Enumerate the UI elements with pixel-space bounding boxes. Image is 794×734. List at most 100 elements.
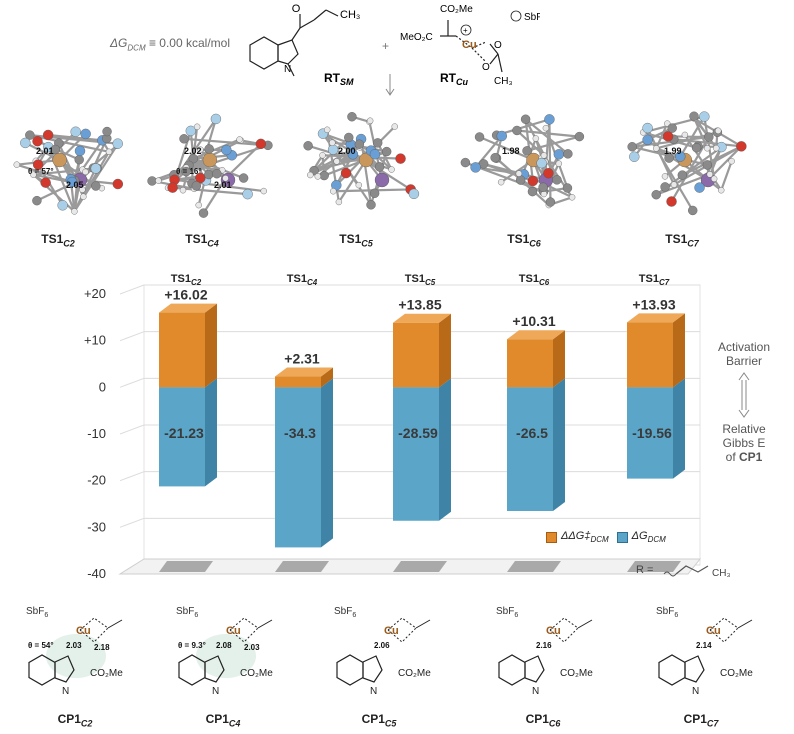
atom <box>195 201 202 209</box>
atom <box>474 132 485 142</box>
atom <box>681 131 689 139</box>
ts-model-3: 1.98 <box>460 114 585 209</box>
atom <box>42 129 54 141</box>
atom <box>527 186 538 197</box>
atom <box>112 178 124 190</box>
atom <box>354 139 365 149</box>
atom <box>260 187 267 195</box>
bar-dg-0-front <box>159 387 205 487</box>
atom <box>91 181 101 191</box>
delta-g-value: ≡ 0.00 kcal/mol <box>148 36 230 50</box>
atom <box>666 196 677 207</box>
atom <box>661 173 669 180</box>
atom <box>627 142 637 152</box>
ts-caption-c2: TS1C2 <box>41 232 75 249</box>
bar-ddg-2-top <box>393 313 451 323</box>
atom <box>327 144 339 155</box>
atom <box>553 149 565 160</box>
double-arrow-icon <box>738 372 750 418</box>
sbf6-label: SbF6 <box>334 606 356 619</box>
bar-ddg-4-side <box>673 313 685 388</box>
bar-ddg-4 <box>627 313 685 388</box>
bar-ddg-0-top <box>159 303 217 313</box>
bar-ddg-4-top <box>627 313 685 323</box>
atom <box>195 172 206 184</box>
atom <box>324 126 331 133</box>
meo2c-label: MeO₂C <box>400 32 433 43</box>
cp-caption-c5: CP1C5 <box>361 712 397 729</box>
bond <box>58 159 97 187</box>
atom <box>333 158 340 165</box>
atom <box>80 128 91 140</box>
atom <box>520 114 531 124</box>
bond <box>681 145 742 177</box>
ch3-label: CH₃ <box>340 9 360 21</box>
legend-label-dg: ΔGDCM <box>631 530 666 545</box>
sbf6-label: SbF6 <box>656 606 678 619</box>
cp-caption-c2: CP1C2 <box>57 712 93 729</box>
atom <box>242 188 253 200</box>
atom <box>642 122 653 134</box>
atom <box>319 152 326 159</box>
atom <box>80 193 87 200</box>
atom <box>236 136 243 143</box>
benzene-ring <box>498 654 526 686</box>
grid-perspective-line <box>119 471 145 482</box>
ts-angle: θ = 57° <box>28 167 54 176</box>
atom <box>542 124 550 132</box>
bar-ddg-0-front <box>159 312 205 388</box>
atom <box>344 132 354 143</box>
atom <box>204 169 214 180</box>
cp-angle: θ = 54° <box>28 641 54 650</box>
atom <box>562 183 573 193</box>
atom <box>660 182 670 192</box>
atom <box>50 144 60 155</box>
atom <box>155 177 162 184</box>
atom <box>179 187 187 194</box>
atom <box>202 152 218 168</box>
atom <box>40 177 51 188</box>
atom <box>512 125 522 136</box>
cp-angle: θ = 9.3° <box>178 641 206 650</box>
ddg-data-label: +13.85 <box>398 297 441 313</box>
atom <box>664 153 674 163</box>
pyrrole-ring <box>204 655 225 683</box>
y-tick-label: +10 <box>84 333 106 348</box>
ts-distance-1: 1.98 <box>502 146 520 156</box>
cu-label: Cu <box>384 625 399 637</box>
atom <box>497 178 505 186</box>
benzene-ring <box>336 654 364 686</box>
rt-sm-label: RTSM <box>324 71 354 87</box>
dg-data-label: -34.3 <box>284 425 316 441</box>
atom <box>303 141 313 151</box>
atom <box>460 157 471 168</box>
atom <box>728 158 735 165</box>
ts-caption-c5: TS1C5 <box>339 232 373 249</box>
cp-caption-c6: CP1C6 <box>525 712 561 729</box>
ts-caption-c6: TS1C6 <box>507 232 541 249</box>
dg-data-label: -26.5 <box>516 425 548 441</box>
bar-floor-shadow <box>627 561 681 572</box>
o-top-label: O <box>494 40 502 51</box>
atom <box>30 171 37 178</box>
bar-ddg-2-side <box>439 313 451 388</box>
atom <box>74 154 84 165</box>
bar-dg-3-front <box>507 387 553 511</box>
indole-substrate-drawing <box>249 9 339 77</box>
ts-model-4: 1.99 <box>627 111 747 216</box>
atom <box>388 166 395 173</box>
bar-ddg-1 <box>275 367 333 388</box>
atom <box>167 182 178 193</box>
cp-distance-1: 2.16 <box>536 641 552 650</box>
atom <box>347 112 357 122</box>
grid-perspective-line <box>119 284 145 295</box>
atom <box>307 171 314 179</box>
ts-structures-panel: 2.01 2.05 θ = 57° 2.02 2.01 θ = 16° 2.00 1.98 1.… <box>13 111 747 218</box>
atom <box>255 138 267 150</box>
ts-caption-c7: TS1C7 <box>665 232 699 249</box>
bond <box>548 119 552 203</box>
category-label: TS1C4 <box>287 273 318 287</box>
atom <box>702 160 713 170</box>
atom <box>642 134 653 145</box>
atom <box>395 153 406 164</box>
